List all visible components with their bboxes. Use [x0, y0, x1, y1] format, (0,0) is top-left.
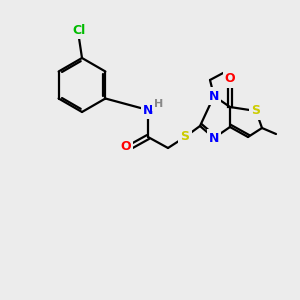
Text: O: O: [121, 140, 131, 154]
Text: S: S: [181, 130, 190, 143]
Text: Cl: Cl: [72, 23, 86, 37]
Text: S: S: [251, 104, 260, 118]
Text: H: H: [154, 99, 164, 109]
Text: N: N: [143, 103, 153, 116]
Text: N: N: [209, 131, 219, 145]
Text: O: O: [225, 73, 235, 85]
Text: N: N: [209, 89, 219, 103]
